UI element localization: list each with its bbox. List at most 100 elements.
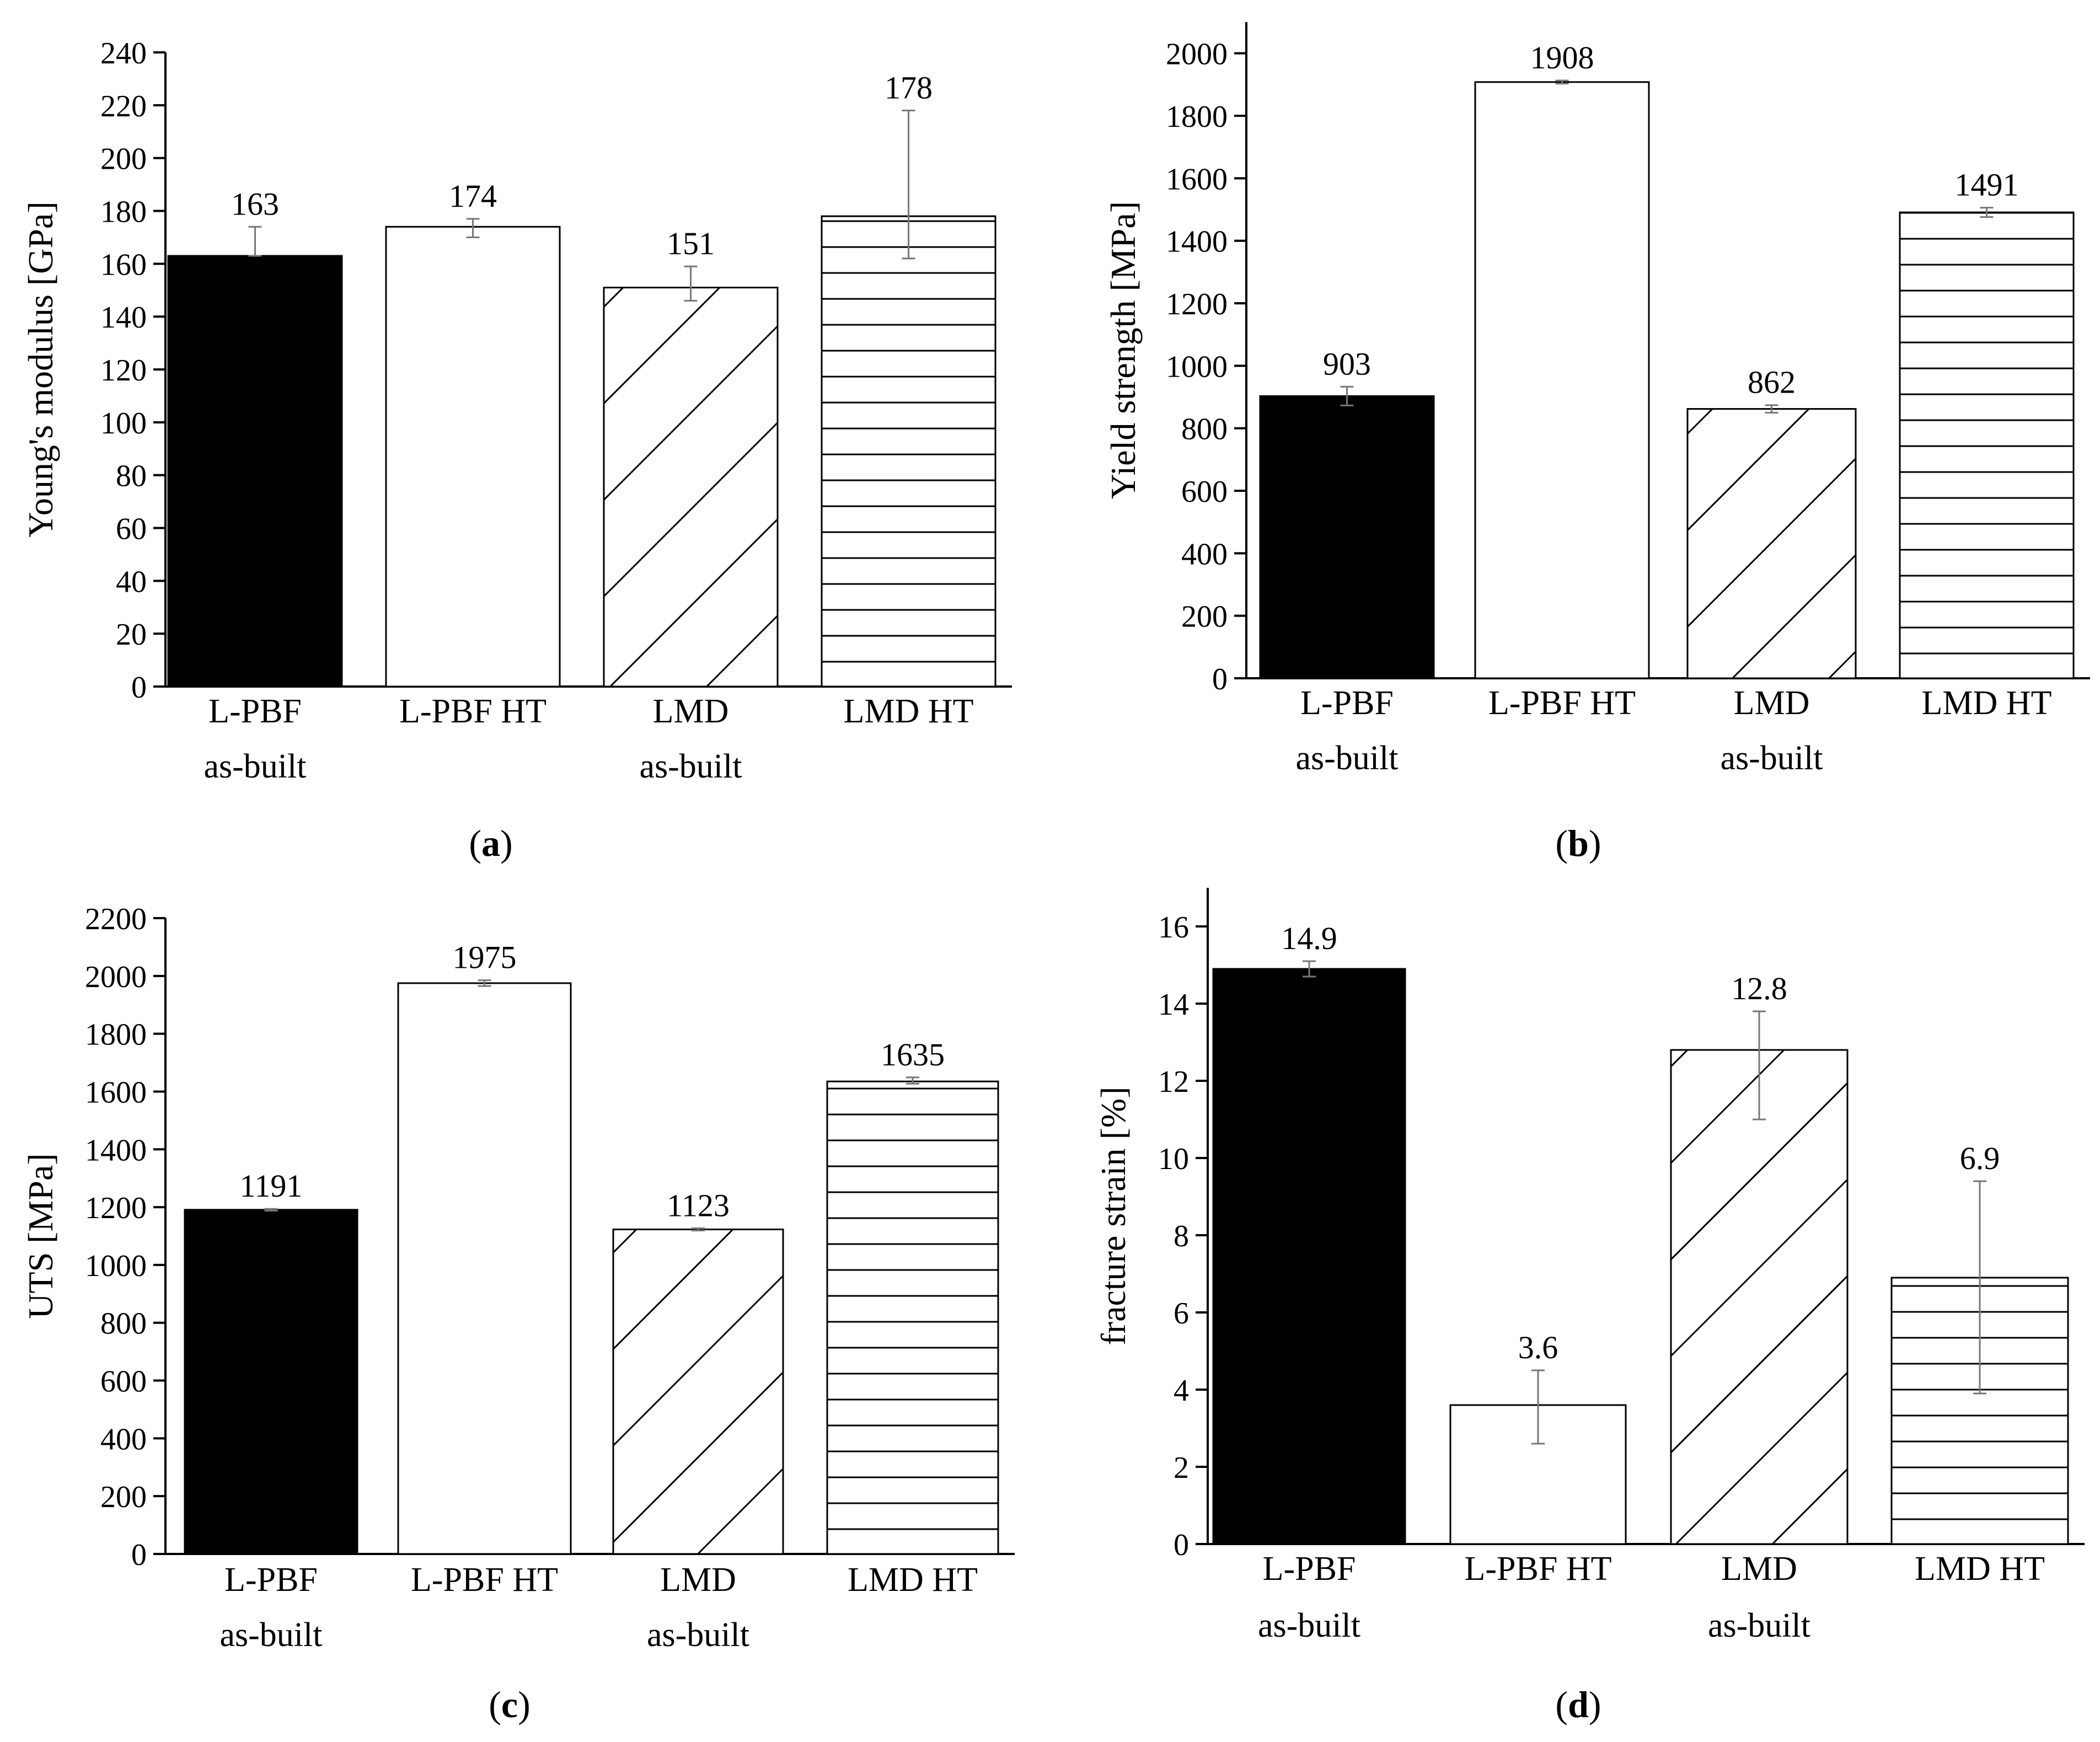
y-axis-title: Young's modulus [GPa] bbox=[21, 201, 60, 538]
category-label-a-0: L-PBF bbox=[208, 693, 302, 730]
category-label-b-0: L-PBF bbox=[1300, 684, 1394, 722]
bar-hatch-horizontal bbox=[1900, 212, 2074, 655]
panel-letter-d: d bbox=[1568, 1684, 1589, 1725]
y-tick-label: 240 bbox=[100, 36, 147, 71]
category-label-b-1: L-PBF HT bbox=[1488, 684, 1636, 722]
value-label-b-1: 1908 bbox=[1530, 40, 1594, 76]
hatch-line bbox=[1671, 1081, 1847, 1261]
y-tick-label: 800 bbox=[1181, 412, 1228, 447]
panel-label-c: (c) bbox=[489, 1684, 531, 1725]
y-tick-label: 14 bbox=[1158, 988, 1189, 1022]
y-tick-label: 16 bbox=[1158, 910, 1189, 945]
y-tick-label: 1800 bbox=[1166, 100, 1228, 134]
category-sublabel-c-2: as-built bbox=[647, 1616, 749, 1654]
y-tick-label: 10 bbox=[1158, 1142, 1189, 1176]
value-label-c-1: 1975 bbox=[453, 940, 517, 975]
y-tick-label: 0 bbox=[131, 1538, 147, 1572]
error-bar-d-2 bbox=[1753, 1010, 1766, 1121]
value-label-d-3: 6.9 bbox=[1960, 1140, 2000, 1176]
y-tick-label: 400 bbox=[1181, 537, 1228, 571]
chart-b: 0 200 400 600 800 1000 1200 1400 1600 1800 2000 Yie… bbox=[1103, 22, 2090, 777]
bar-a-2 bbox=[603, 286, 779, 688]
y-axis-title: Yield strength [MPa] bbox=[1103, 201, 1143, 499]
y-tick-label: 2 bbox=[1174, 1451, 1189, 1485]
y-tick-label: 4 bbox=[1174, 1374, 1189, 1408]
bar bbox=[385, 226, 561, 688]
category-label-d-0: L-PBF bbox=[1263, 1550, 1356, 1588]
bar-c-2 bbox=[612, 1228, 784, 1555]
y-tick-label: 80 bbox=[116, 459, 147, 494]
y-tick-label: 8 bbox=[1174, 1219, 1189, 1253]
value-label-d-2: 12.8 bbox=[1731, 971, 1787, 1006]
category-sublabel-c-0: as-built bbox=[220, 1616, 323, 1654]
bar-a-3 bbox=[821, 215, 997, 688]
hatch-line bbox=[613, 1229, 734, 1350]
y-tick-label: 2200 bbox=[85, 902, 147, 936]
error-bar-b-1 bbox=[1555, 79, 1569, 85]
y-axis-title: fracture strain [%] bbox=[1094, 1086, 1133, 1345]
category-sublabel-b-0: as-built bbox=[1296, 739, 1399, 777]
hatch-line bbox=[613, 1274, 783, 1447]
category-label-a-2: LMD bbox=[653, 693, 729, 730]
y-tick-label: 6 bbox=[1174, 1296, 1189, 1331]
category-label-c-2: LMD bbox=[660, 1561, 736, 1599]
hatch-line bbox=[1671, 1178, 1847, 1358]
error-bar-a-3 bbox=[902, 109, 915, 260]
hatch-line bbox=[604, 287, 721, 405]
bar-c-3 bbox=[826, 1080, 999, 1555]
error-bar-a-2 bbox=[684, 265, 698, 302]
bar-c-0 bbox=[184, 1209, 358, 1555]
category-sublabel-d-0: as-built bbox=[1258, 1607, 1360, 1644]
y-tick-label: 20 bbox=[116, 618, 147, 652]
y-tick-label: 200 bbox=[1181, 600, 1228, 634]
value-label-c-0: 1191 bbox=[240, 1168, 303, 1204]
chart-a: 0 20 40 60 80 100 120 140 160 180 200 220 240 Young's… bbox=[21, 36, 1012, 785]
bar-c-1 bbox=[397, 982, 572, 1555]
bar bbox=[397, 982, 572, 1555]
error-bar-a-1 bbox=[466, 218, 480, 238]
chart-d: 0 2 4 6 8 10 12 14 16 fracture strain [%] 14.9 L-PB… bbox=[1094, 888, 2085, 1644]
category-label-c-1: L-PBF HT bbox=[411, 1561, 558, 1599]
category-label-a-1: L-PBF HT bbox=[399, 693, 547, 730]
panel-label-d: (d) bbox=[1555, 1684, 1601, 1725]
bar-hatch-diagonal bbox=[1688, 409, 1856, 678]
bar-a-0 bbox=[167, 255, 343, 688]
error-bar-c-2 bbox=[692, 1227, 705, 1232]
bar-d-2 bbox=[1670, 1049, 1849, 1545]
y-tick-label: 0 bbox=[131, 671, 147, 705]
y-tick-label: 600 bbox=[1181, 475, 1228, 509]
y-tick-label: 1400 bbox=[1166, 225, 1228, 259]
y-tick-label: 140 bbox=[100, 301, 147, 335]
y-tick-label: 220 bbox=[100, 89, 147, 124]
y-tick-label: 1400 bbox=[85, 1133, 147, 1167]
y-tick-label: 200 bbox=[100, 1480, 147, 1514]
hatch-line bbox=[604, 325, 778, 501]
bar-a-1 bbox=[385, 226, 561, 688]
bar-b-1 bbox=[1474, 81, 1650, 679]
hatch-line bbox=[1688, 457, 1856, 628]
y-tick-label: 2000 bbox=[1166, 37, 1228, 72]
y-tick-label: 1600 bbox=[1166, 162, 1228, 196]
hatch-line bbox=[1671, 1274, 1847, 1454]
y-tick-label: 12 bbox=[1158, 1065, 1189, 1099]
panel-label-a: (a) bbox=[469, 822, 512, 864]
panel-letter-c: c bbox=[501, 1684, 518, 1725]
y-tick-label: 2000 bbox=[85, 960, 147, 994]
error-bar-d-1 bbox=[1531, 1369, 1545, 1445]
chart-c: 0 200 400 600 800 1000 1200 1400 1600 1800 2000 220… bbox=[21, 902, 1015, 1654]
y-tick-label: 1000 bbox=[85, 1249, 147, 1283]
y-tick-label: 1600 bbox=[85, 1075, 147, 1109]
error-bar-c-1 bbox=[478, 979, 491, 987]
value-label-a-2: 151 bbox=[667, 226, 715, 261]
hatch-line bbox=[1732, 554, 1856, 678]
y-tick-label: 120 bbox=[100, 353, 147, 388]
bar bbox=[167, 255, 343, 688]
bar-hatch-diagonal bbox=[1671, 1050, 1847, 1544]
bar bbox=[612, 1228, 784, 1555]
category-sublabel-b-2: as-built bbox=[1721, 739, 1823, 777]
category-label-b-3: LMD HT bbox=[1922, 684, 2052, 722]
y-tick-label: 180 bbox=[100, 195, 147, 229]
y-tick-label: 0 bbox=[1174, 1528, 1189, 1562]
value-label-a-0: 163 bbox=[231, 186, 279, 222]
